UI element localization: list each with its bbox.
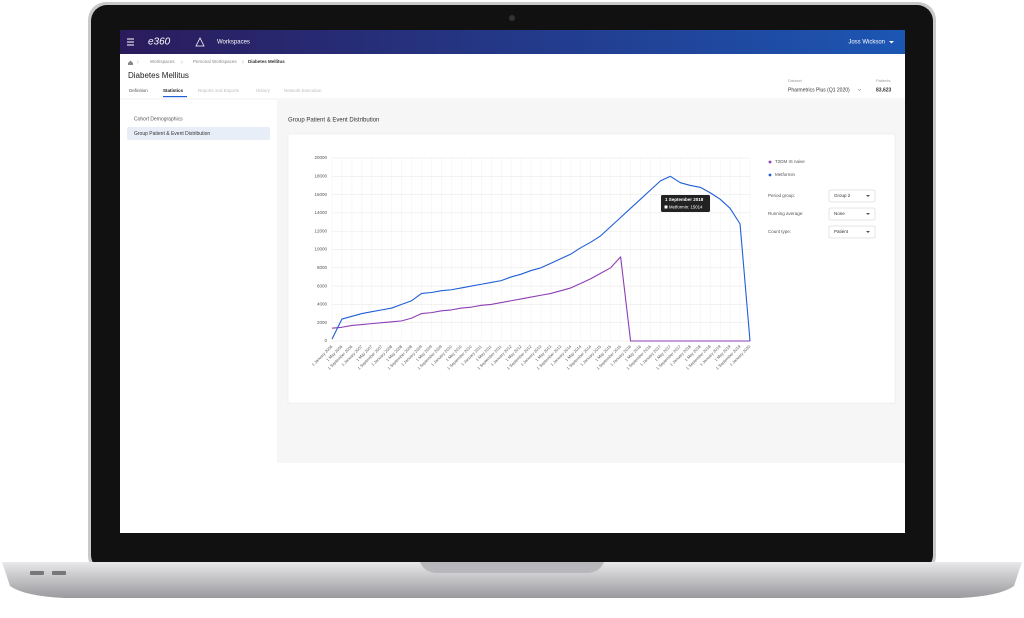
tab[interactable]: Definition: [129, 88, 148, 93]
tab[interactable]: Reports and Exports: [198, 88, 240, 93]
y-tick-label: 4000: [317, 302, 328, 307]
tab[interactable]: Network Execution: [284, 88, 322, 93]
patients-value: 83,623: [876, 87, 892, 93]
y-tick-label: 14000: [314, 210, 327, 215]
patients-label: Patients: [876, 78, 890, 83]
control-label: Count type:: [768, 229, 791, 234]
select-box[interactable]: [828, 225, 876, 239]
port: [30, 571, 44, 575]
app-logo: e360: [148, 37, 171, 48]
tab[interactable]: History: [256, 88, 271, 93]
laptop-base: [2, 562, 1022, 598]
sidebar-selected: [127, 127, 270, 140]
tooltip-swatch: [664, 205, 668, 209]
user-caret: [889, 41, 894, 44]
sep: [180, 60, 183, 64]
legend-label[interactable]: T2DM IS naive: [775, 159, 805, 164]
app-header: [120, 30, 905, 54]
y-tick-label: 0: [324, 338, 327, 343]
series-line: [331, 256, 750, 342]
caret: [866, 213, 870, 215]
control-label: Running average:: [768, 211, 804, 216]
camera: [509, 15, 515, 21]
caret: [866, 195, 870, 197]
y-tick-label: 18000: [314, 173, 327, 178]
y-tick-label: 12000: [314, 228, 327, 233]
y-tick-label: 8000: [317, 265, 328, 270]
series-line: [331, 175, 751, 342]
user-menu[interactable]: Joss Wickson: [848, 40, 885, 46]
tab-active[interactable]: Statistics: [163, 88, 184, 93]
tooltip: [661, 195, 710, 212]
select-box[interactable]: [828, 207, 876, 221]
select-value[interactable]: Group 2: [834, 193, 851, 198]
select-box[interactable]: [828, 189, 876, 203]
breadcrumb-current: Diabetes Mellitus: [248, 59, 285, 64]
y-tick-label: 20000: [314, 155, 327, 160]
caret: [866, 231, 870, 233]
y-tick-label: 6000: [317, 283, 328, 288]
select-value[interactable]: Patient: [834, 229, 849, 234]
dataset-label: Dataset: [788, 78, 803, 83]
port: [52, 571, 66, 575]
sep: [136, 60, 139, 64]
caret: [857, 88, 862, 91]
base-notch: [420, 562, 604, 573]
page-title: Diabetes Mellitus: [128, 71, 189, 80]
y-tick-label: 16000: [314, 192, 327, 197]
chart-card: [287, 133, 896, 404]
sidebar-item[interactable]: Group Patient & Event Distribution: [134, 131, 210, 137]
dataset-select[interactable]: Pharmetrics Plus (Q1 2020): [788, 87, 850, 93]
nav-link[interactable]: Workspaces: [217, 40, 250, 46]
breadcrumb-link[interactable]: Personal Workspaces: [193, 59, 237, 64]
menu-icon[interactable]: [127, 38, 134, 46]
tooltip-text: Metformin: 15014: [669, 204, 703, 209]
control-label: Period group:: [768, 193, 795, 198]
panel-title: Group Patient & Event Distribution: [288, 118, 379, 124]
legend-label[interactable]: Metformin: [775, 172, 796, 177]
y-tick-label: 10000: [314, 247, 327, 252]
sidebar-item[interactable]: Cohort Demographics: [134, 116, 183, 122]
legend-swatch: [768, 173, 772, 177]
sep: [241, 60, 244, 64]
brand-icon: [195, 37, 205, 47]
breadcrumb-link[interactable]: Workspaces: [150, 59, 175, 64]
tab-underline: [163, 96, 187, 98]
home-icon[interactable]: [128, 60, 133, 66]
y-tick-label: 2000: [317, 320, 328, 325]
select-value[interactable]: None: [834, 211, 845, 216]
legend-swatch: [768, 160, 772, 164]
tooltip-title: 1 September 2018: [665, 197, 704, 202]
